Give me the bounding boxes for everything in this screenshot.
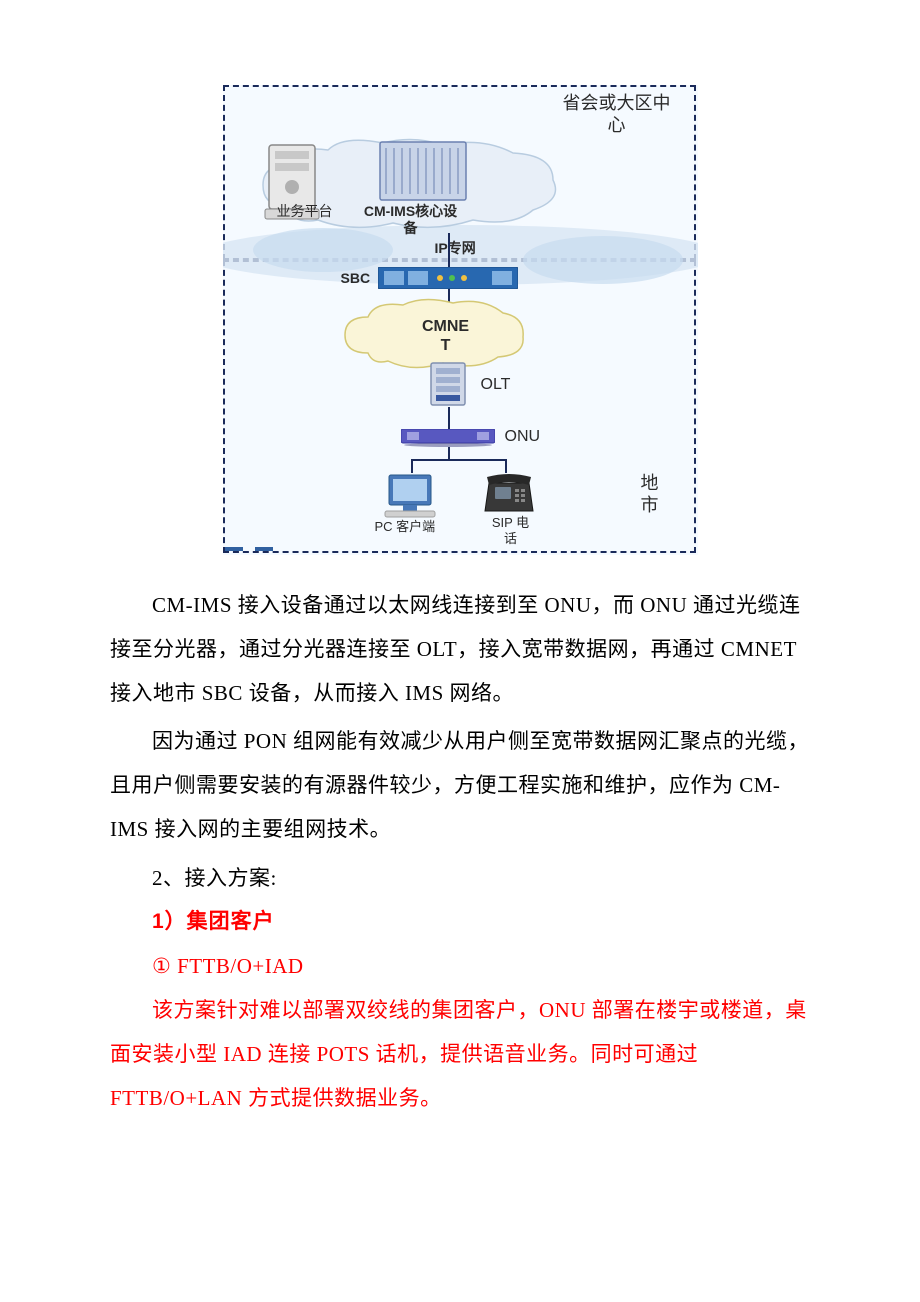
cmnet-label: CMNE T bbox=[406, 317, 486, 355]
link-olt-onu bbox=[448, 407, 450, 429]
link-onu-split bbox=[448, 447, 450, 459]
onu-label: ONU bbox=[505, 427, 541, 446]
pc-icon bbox=[383, 473, 437, 519]
core-label: CM-IMS核心设 备 bbox=[341, 203, 481, 237]
sip-label: SIP 电 话 bbox=[471, 515, 551, 546]
heading-fttb: ① FTTB/O+IAD bbox=[110, 944, 810, 988]
sbc-label: SBC bbox=[341, 270, 371, 287]
link-split-h bbox=[411, 459, 507, 461]
ipnet-label: IP专网 bbox=[435, 240, 476, 257]
phone-icon bbox=[483, 473, 535, 517]
olt-label: OLT bbox=[481, 375, 511, 394]
core-rack-icon bbox=[378, 140, 468, 202]
bottom-region-label: 地 市 bbox=[641, 473, 659, 516]
sbc-icon bbox=[378, 267, 518, 289]
olt-icon bbox=[427, 361, 469, 407]
fragment-icon bbox=[225, 545, 285, 553]
top-region-label: 省会或大区中 心 bbox=[563, 93, 671, 136]
onu-icon bbox=[401, 429, 495, 447]
link-core-sbc bbox=[448, 233, 450, 271]
paragraph-1: CM-IMS 接入设备通过以太网线连接到至 ONU，而 ONU 通过光缆连接至分… bbox=[110, 583, 810, 715]
heading-2: 2、接入方案: bbox=[110, 856, 810, 900]
paragraph-3: 该方案针对难以部署双绞线的集团客户，ONU 部署在楼宇或楼道，桌面安装小型 IA… bbox=[110, 988, 810, 1120]
link-pc bbox=[411, 459, 413, 473]
network-diagram: 省会或大区中 心 地 市 业务平台 CM-IMS核心设 备 IP专网 SBC bbox=[223, 85, 698, 555]
link-sip bbox=[505, 459, 507, 473]
heading-group-customer: 1）集团客户 bbox=[110, 900, 810, 944]
pc-label: PC 客户端 bbox=[375, 519, 436, 535]
server-label: 业务平台 bbox=[277, 203, 333, 220]
paragraph-2: 因为通过 PON 组网能有效减少从用户侧至宽带数据网汇聚点的光缆，且用户侧需要安… bbox=[110, 719, 810, 851]
